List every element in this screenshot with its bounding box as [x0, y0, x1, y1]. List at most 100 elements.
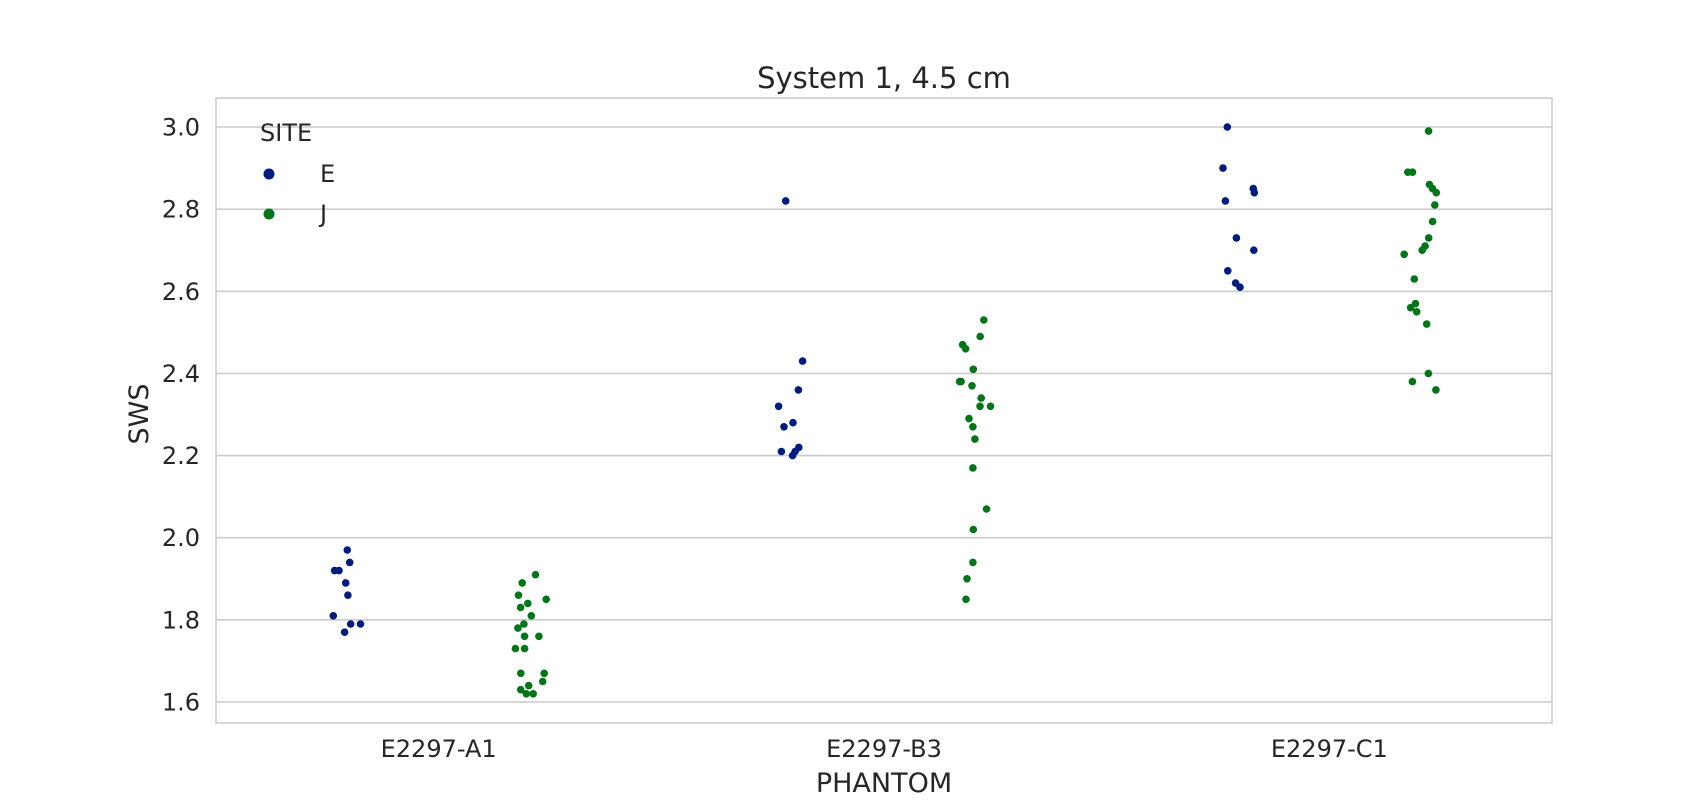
chart-title: System 1, 4.5 cm — [757, 61, 1011, 95]
point-e — [335, 566, 343, 575]
point-j — [531, 570, 540, 579]
plot-frame — [215, 97, 1553, 724]
legend-title: SITE — [260, 119, 312, 147]
point-j — [969, 464, 977, 472]
point-j — [1410, 275, 1419, 283]
y-tick-label: 1.6 — [162, 689, 200, 717]
point-j — [514, 591, 523, 599]
point-e — [343, 546, 352, 554]
point-e — [356, 620, 365, 628]
point-j — [1424, 234, 1433, 242]
point-e — [1250, 188, 1259, 197]
point-e — [780, 423, 788, 431]
point-e — [346, 620, 355, 628]
point-j — [1431, 201, 1439, 209]
y-tick-label: 2.0 — [162, 524, 200, 552]
point-j — [540, 669, 548, 678]
point-e — [1232, 234, 1241, 242]
point-j — [516, 603, 525, 612]
point-j — [542, 595, 550, 604]
point-j — [520, 644, 529, 653]
point-e — [1236, 283, 1244, 292]
point-j — [511, 644, 520, 653]
point-j — [969, 423, 977, 431]
point-e — [798, 357, 807, 365]
point-e — [788, 451, 797, 460]
point-j — [1432, 386, 1440, 394]
point-j — [1412, 308, 1421, 316]
x-tick-labels: E2297-A1 E2297-B3 E2297-C1 — [381, 735, 1388, 763]
x-axis-label: PHANTOM — [816, 768, 952, 799]
legend-label-e: E — [320, 160, 335, 188]
point-j — [1406, 303, 1415, 312]
point-j — [524, 599, 532, 608]
point-j — [976, 402, 984, 411]
point-j — [538, 677, 547, 686]
point-j — [1424, 127, 1433, 135]
point-e — [1223, 123, 1232, 131]
point-j — [1422, 320, 1431, 328]
point-j — [986, 402, 995, 411]
legend: SITE E J — [260, 119, 335, 228]
y-tick-label: 2.4 — [162, 360, 200, 388]
point-j — [522, 690, 531, 698]
point-e — [1250, 246, 1258, 254]
point-e — [794, 386, 803, 394]
point-e — [774, 402, 783, 411]
legend-marker-j — [263, 208, 275, 220]
point-j — [968, 382, 976, 390]
point-e — [344, 591, 352, 599]
point-e — [777, 447, 786, 456]
point-j — [976, 332, 984, 341]
point-e — [329, 612, 338, 620]
point-e — [789, 418, 797, 427]
point-j — [1400, 250, 1408, 259]
point-j — [516, 685, 525, 694]
point-e — [1224, 267, 1232, 275]
point-j — [971, 435, 979, 443]
point-j — [961, 345, 970, 353]
point-j — [518, 579, 526, 587]
y-tick-label: 3.0 — [162, 114, 200, 142]
point-e — [340, 628, 349, 636]
point-j — [520, 620, 528, 628]
y-tick-labels: 1.6 1.8 2.0 2.2 2.4 2.6 2.8 3.0 — [162, 114, 200, 717]
point-j — [520, 632, 529, 641]
point-j — [969, 365, 978, 374]
y-tick-label: 2.6 — [162, 278, 200, 306]
point-j — [535, 632, 543, 641]
point-j — [962, 595, 970, 604]
point-j — [1418, 246, 1426, 254]
point-e — [345, 558, 354, 567]
point-e — [341, 579, 350, 587]
point-j — [969, 558, 977, 567]
y-axis-label: SWS — [124, 384, 155, 445]
point-j — [965, 414, 973, 423]
grid-lines — [216, 126, 1552, 703]
point-j — [963, 575, 971, 583]
point-j — [980, 316, 988, 324]
point-j — [514, 624, 522, 632]
legend-marker-e — [263, 168, 275, 180]
point-j — [1428, 217, 1437, 226]
legend-label-j: J — [318, 200, 327, 228]
point-j — [1408, 168, 1417, 176]
point-j — [524, 681, 533, 690]
y-tick-label: 2.2 — [162, 442, 200, 470]
point-e — [781, 197, 790, 205]
point-j — [529, 690, 537, 698]
x-tick-label: E2297-C1 — [1271, 735, 1388, 763]
point-j — [1424, 369, 1433, 378]
point-j — [977, 394, 985, 402]
point-j — [527, 612, 536, 620]
x-tick-label: E2297-A1 — [381, 735, 497, 763]
point-e — [1221, 197, 1230, 205]
data-points — [329, 123, 1441, 698]
point-e — [1219, 164, 1227, 172]
x-tick-label: E2297-B3 — [826, 735, 942, 763]
point-j — [1408, 377, 1417, 386]
y-tick-label: 2.8 — [162, 196, 200, 224]
point-j — [955, 377, 964, 386]
point-j — [517, 669, 525, 678]
